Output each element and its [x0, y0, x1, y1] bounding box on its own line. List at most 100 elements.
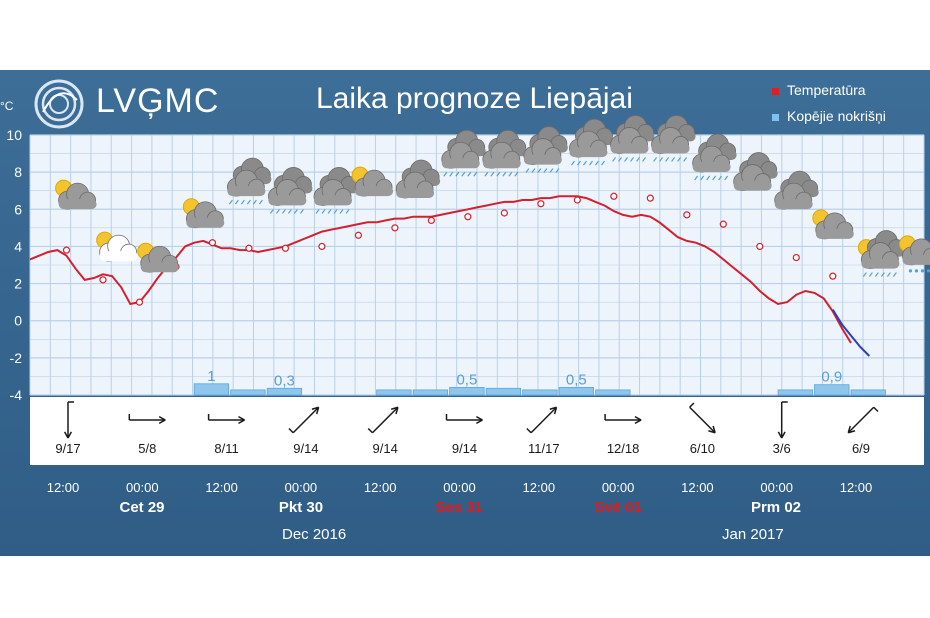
wind-arrow-head [63, 431, 73, 439]
cloud-drizzle-icon [651, 127, 690, 154]
cloud-icon [774, 182, 813, 210]
precip-label: 0,9 [821, 369, 842, 386]
drizzle-drop [252, 199, 257, 205]
wind-speed-label: 6/9 [852, 441, 870, 456]
drizzle-drop [724, 175, 729, 181]
drizzle-drop [467, 171, 472, 177]
temperature-point [354, 231, 363, 239]
temperature-point [135, 298, 144, 306]
x-tick-label: 12:00 [523, 480, 556, 495]
drizzle-drop [576, 160, 581, 166]
drizzle-drop [514, 171, 519, 177]
temperature-point [646, 194, 654, 202]
day-label: Prm 02 [751, 499, 801, 516]
drizzle-drop [600, 160, 605, 166]
drizzle-drop [525, 168, 530, 173]
snow-flake [914, 269, 919, 273]
cloud-drizzle-icon [226, 169, 266, 197]
y-tick-label: 4 [14, 238, 22, 254]
drizzle-drop [594, 160, 599, 166]
drizzle-drop [484, 171, 489, 177]
wind-speed-label: 9/14 [293, 441, 318, 456]
wind-speed-label: 5/8 [138, 441, 156, 456]
drizzle-drop [299, 209, 304, 214]
cloud-icon [395, 171, 435, 199]
sun-cloud-white-icon [99, 234, 138, 262]
sun-cloud-snow-icon [902, 238, 930, 266]
legend-swatch-temperature [772, 87, 779, 95]
sun-cloud-icon [354, 169, 394, 197]
logo-text: LVĢMC [96, 82, 220, 120]
drizzle-drop [508, 171, 513, 177]
drizzle-drop [455, 171, 460, 177]
drizzle-drop [269, 209, 274, 214]
wind-arrow-head [634, 415, 642, 425]
temperature-point [281, 244, 290, 252]
precip-bar [522, 389, 558, 396]
drizzle-drop [653, 157, 658, 162]
precip-bar [193, 383, 230, 396]
month-label-dec: Dec 2016 [282, 526, 347, 543]
drizzle-drop [700, 175, 705, 181]
temperature-point [829, 272, 837, 280]
drizzle-drop [555, 168, 560, 173]
drizzle-drop [665, 157, 670, 162]
temperature-point [719, 220, 727, 228]
wind-speed-label: 9/14 [452, 441, 477, 456]
drizzle-drop [293, 209, 298, 214]
wind-arrow-head [311, 406, 320, 415]
drizzle-drop [333, 209, 338, 214]
wind-arrow-head [475, 415, 483, 425]
temperature-point [427, 216, 435, 225]
drizzle-drop [258, 199, 263, 205]
precip-bar [412, 389, 449, 396]
day-label: Ses 31 [435, 499, 483, 516]
drizzle-drop [287, 209, 292, 214]
drizzle-drop [706, 175, 711, 181]
drizzle-drop [868, 272, 873, 277]
temperature-point [500, 209, 508, 217]
month-label-jan: Jan 2017 [722, 526, 784, 543]
page-title: Laika prognoze Liepājai [316, 82, 633, 115]
x-tick-label: 00:00 [285, 480, 318, 495]
wind-arrow-head [549, 406, 558, 415]
x-tick-label: 00:00 [602, 480, 635, 495]
legend-label-precipitation: Kopējie nokrišņi [787, 108, 886, 124]
drizzle-drop [315, 209, 320, 214]
cloud-drizzle-icon [482, 141, 521, 169]
snow-flake [908, 269, 913, 273]
drizzle-drop [582, 160, 587, 166]
wind-arrow [689, 406, 716, 434]
drizzle-drop [281, 209, 286, 214]
x-tick-label: 12:00 [47, 480, 80, 495]
precip-bar [449, 386, 485, 396]
temperature-point [391, 224, 399, 232]
day-label: Cet 29 [119, 499, 164, 516]
x-tick-label: 12:00 [364, 480, 397, 495]
drizzle-drop [677, 157, 682, 162]
drizzle-drop [228, 199, 233, 205]
wind-speed-label: 3/6 [773, 441, 791, 456]
precip-bar [814, 384, 850, 396]
x-tick-label: 00:00 [443, 480, 476, 495]
drizzle-drop [642, 157, 647, 162]
temperature-point [99, 276, 107, 284]
wind-arrow [847, 406, 875, 434]
wind-speed-label: 11/17 [528, 441, 560, 456]
precip-bar [376, 389, 412, 396]
wind-speed-label: 8/11 [214, 441, 238, 456]
wind-speed-label: 9/14 [373, 441, 398, 456]
drizzle-drop [712, 175, 717, 181]
wind-arrow-head [777, 431, 786, 439]
snow-flake [926, 269, 930, 273]
temperature-line-forecast [831, 309, 871, 357]
cloud-drizzle-icon [569, 130, 608, 158]
precip-label: 0,5 [456, 371, 477, 388]
cloud-drizzle-icon [692, 145, 731, 173]
drizzle-drop [531, 168, 536, 173]
drizzle-drop [234, 199, 239, 205]
drizzle-drop [496, 171, 501, 177]
temperature-point [464, 213, 472, 221]
y-tick-label: 2 [14, 276, 22, 292]
